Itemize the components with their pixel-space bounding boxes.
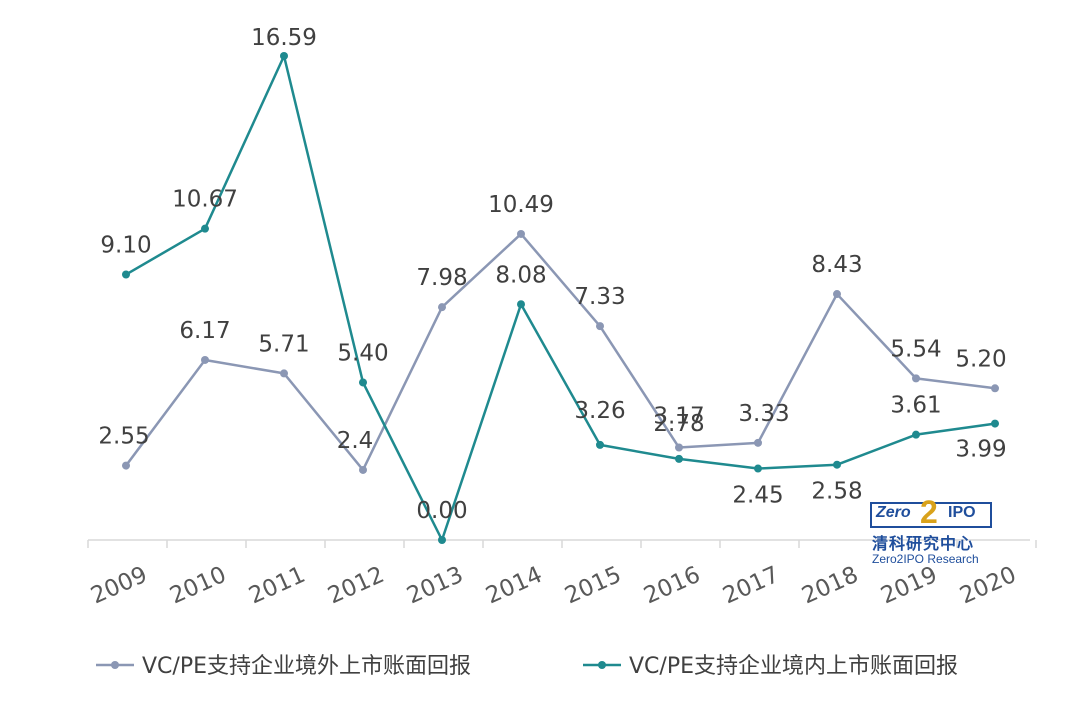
data-point xyxy=(359,465,367,474)
data-label: 0.00 xyxy=(416,498,467,524)
legend-item-overseas: VC/PE支持企业境外上市账面回报 xyxy=(96,654,471,679)
data-point xyxy=(833,460,841,469)
data-label: 2.45 xyxy=(732,483,783,509)
data-point xyxy=(991,384,999,393)
data-label: 5.20 xyxy=(955,346,1006,372)
data-point xyxy=(833,290,841,299)
logo-zero-text: Zero xyxy=(876,504,911,521)
data-point xyxy=(359,378,367,387)
data-point xyxy=(517,300,525,309)
data-point xyxy=(596,322,604,331)
x-tick-label: 2012 xyxy=(324,562,388,610)
data-label: 9.10 xyxy=(100,232,151,258)
x-tick-label: 2011 xyxy=(245,562,309,610)
data-point xyxy=(675,454,683,463)
legend-label-domestic: VC/PE支持企业境内上市账面回报 xyxy=(629,654,958,679)
logo-ipo-text: IPO xyxy=(948,504,976,521)
data-label: 5.40 xyxy=(337,340,388,366)
data-point xyxy=(280,369,288,378)
data-label: 10.67 xyxy=(172,187,238,213)
legend-label-overseas: VC/PE支持企业境外上市账面回报 xyxy=(142,654,471,679)
x-tick-label: 2016 xyxy=(640,562,704,610)
data-label: 2.78 xyxy=(653,411,704,437)
data-label: 5.54 xyxy=(890,336,941,362)
series-line-1 xyxy=(125,54,996,542)
data-label: 5.71 xyxy=(258,331,309,357)
data-point xyxy=(122,270,130,279)
data-point xyxy=(912,374,920,383)
data-label: 3.33 xyxy=(738,401,789,427)
x-tick-label: 2013 xyxy=(403,562,467,610)
data-point xyxy=(438,536,446,544)
logo-wordmark: Zero 2 IPO xyxy=(870,494,992,530)
data-label: 2.58 xyxy=(811,479,862,505)
data-point xyxy=(754,464,762,473)
data-point xyxy=(201,355,209,364)
logo-two-text: 2 xyxy=(920,494,938,530)
data-point xyxy=(991,419,999,428)
x-tick-label: 2015 xyxy=(561,562,625,610)
data-point xyxy=(438,303,446,312)
data-label: 7.33 xyxy=(574,284,625,310)
x-tick-label: 2014 xyxy=(482,562,546,610)
data-point xyxy=(754,438,762,447)
x-tick-label: 2009 xyxy=(87,562,151,610)
data-label: 10.49 xyxy=(488,192,554,218)
x-tick-label: 2020 xyxy=(956,562,1020,610)
data-point xyxy=(517,229,525,238)
data-point xyxy=(122,461,130,470)
data-label: 3.61 xyxy=(890,393,941,419)
data-label: 16.59 xyxy=(251,25,317,51)
data-point xyxy=(675,443,683,452)
data-label: 3.99 xyxy=(955,437,1006,463)
series-line-0 xyxy=(124,232,996,472)
data-point xyxy=(201,224,209,233)
x-tick-label: 2019 xyxy=(877,562,941,610)
data-label: 2.4 xyxy=(337,428,374,454)
data-label: 8.08 xyxy=(495,262,546,288)
legend-item-domestic: VC/PE支持企业境内上市账面回报 xyxy=(583,654,958,679)
data-point xyxy=(596,440,604,449)
logo-english-name: Zero2IPO Research xyxy=(872,552,979,566)
x-tick-label: 2018 xyxy=(798,562,862,610)
data-point xyxy=(280,51,288,60)
x-tick-label: 2010 xyxy=(166,562,230,610)
zero2ipo-logo: Zero 2 IPO 清科研究中心 Zero2IPO Research xyxy=(870,494,992,566)
data-label: 3.17 xyxy=(653,404,704,430)
data-label: 8.43 xyxy=(811,252,862,278)
data-label: 3.26 xyxy=(574,398,625,424)
data-label: 6.17 xyxy=(179,318,230,344)
data-label: 7.98 xyxy=(416,265,467,291)
data-point xyxy=(912,430,920,439)
data-label: 2.55 xyxy=(98,424,149,450)
logo-chinese-name: 清科研究中心 xyxy=(872,534,975,553)
x-tick-label: 2017 xyxy=(719,562,783,610)
